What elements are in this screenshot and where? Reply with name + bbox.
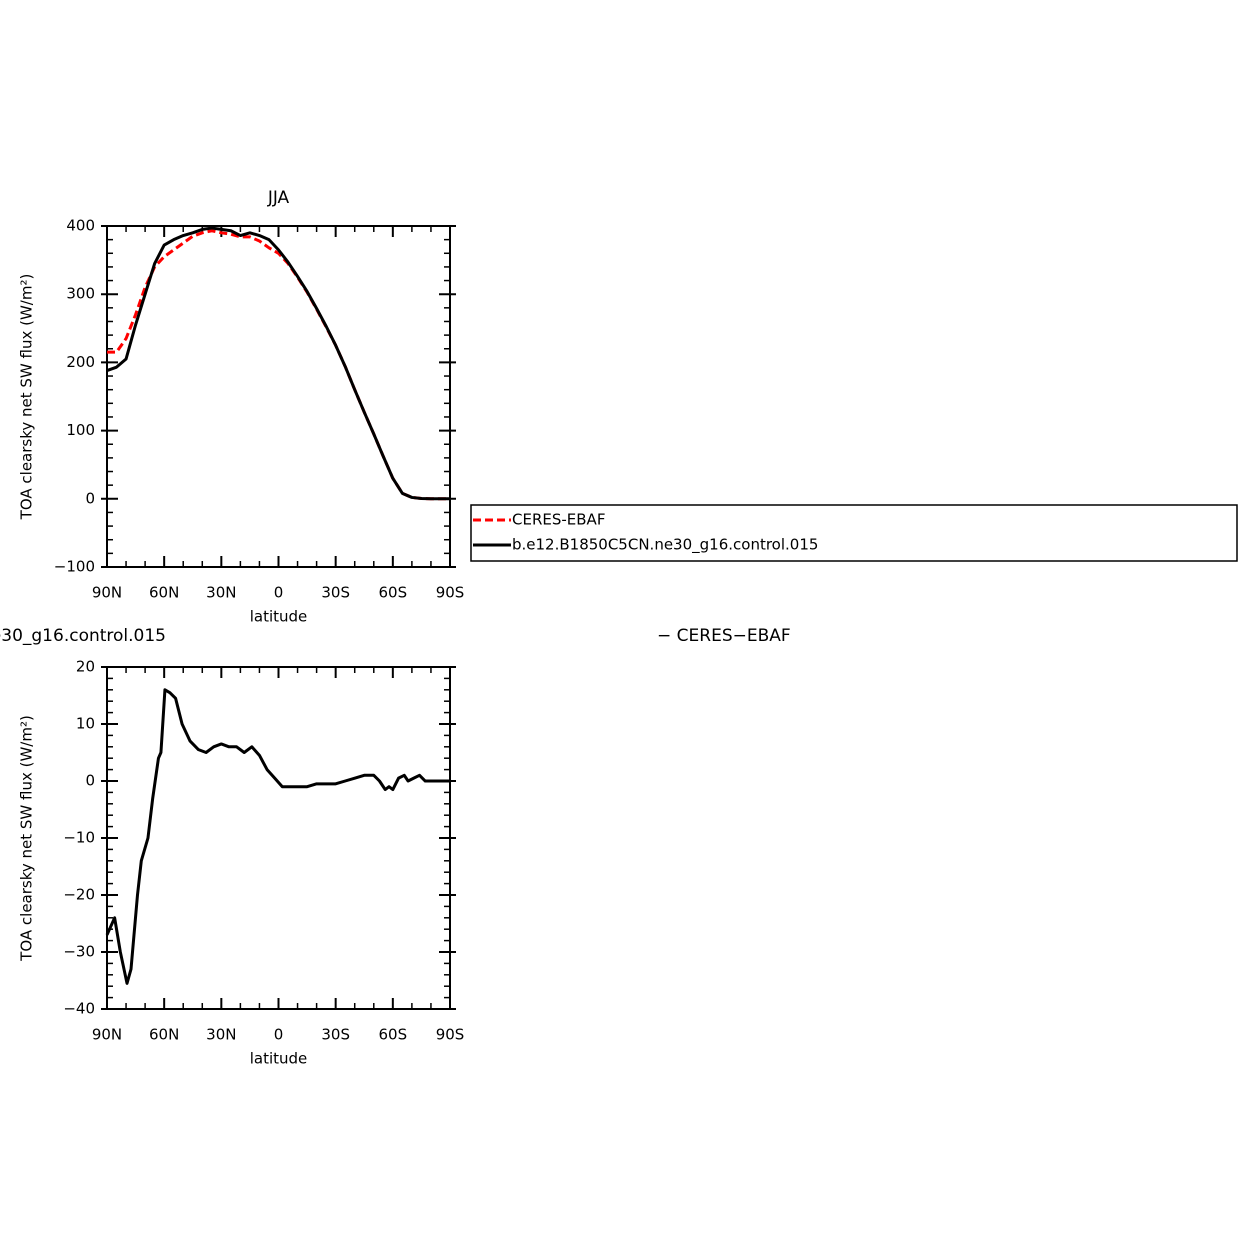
y-tick-label: 10 (76, 715, 95, 733)
legend-label: CERES-EBAF (512, 511, 605, 529)
y-tick-label: −10 (63, 829, 95, 847)
y-tick-label: 100 (66, 421, 95, 439)
x-tick-label: 30N (206, 1026, 236, 1044)
y-tick-label: −40 (63, 1000, 95, 1018)
data-line (107, 229, 450, 501)
y-tick-label: 20 (76, 658, 95, 676)
x-tick-label: 30S (321, 1026, 350, 1044)
y-tick-label: 200 (66, 353, 95, 371)
x-tick-label: 90S (436, 1026, 465, 1044)
plot-frame (106, 666, 451, 1010)
y-tick-label: −20 (63, 886, 95, 904)
x-tick-label: 60S (379, 1026, 408, 1044)
chart-title: JJA (267, 188, 290, 208)
y-axis-label: TOA clearsky net SW flux (W/m²) (18, 715, 36, 962)
chart-title: b.e12.B1850C5CN.ne30_g16.control.015 (0, 626, 166, 646)
x-tick-label: 60N (149, 1026, 179, 1044)
x-tick-label: 90N (92, 584, 122, 602)
x-tick-label: 0 (274, 584, 284, 602)
y-tick-label: 400 (66, 217, 95, 235)
data-line (106, 226, 450, 501)
legend-label: b.e12.B1850C5CN.ne30_g16.control.015 (512, 536, 818, 555)
x-tick-label: 30S (321, 584, 350, 602)
x-tick-label: 0 (274, 1026, 284, 1044)
x-tick-label: 30N (206, 584, 236, 602)
x-axis-label: latitude (250, 608, 308, 626)
y-tick-label: 0 (85, 489, 95, 507)
y-tick-label: −30 (63, 943, 95, 961)
y-tick-label: 0 (85, 772, 95, 790)
plot-frame (106, 225, 451, 568)
x-axis-label: latitude (250, 1050, 308, 1068)
x-tick-label: 60S (379, 584, 408, 602)
legend-box (470, 504, 1238, 562)
chart-title: − CERES−EBAF (657, 626, 791, 646)
x-tick-label: 90S (436, 584, 465, 602)
y-axis-label: TOA clearsky net SW flux (W/m²) (18, 274, 36, 521)
y-tick-label: 300 (66, 285, 95, 303)
x-tick-label: 90N (92, 1026, 122, 1044)
data-line (105, 688, 450, 985)
x-tick-label: 60N (149, 584, 179, 602)
y-tick-label: −100 (54, 558, 95, 576)
